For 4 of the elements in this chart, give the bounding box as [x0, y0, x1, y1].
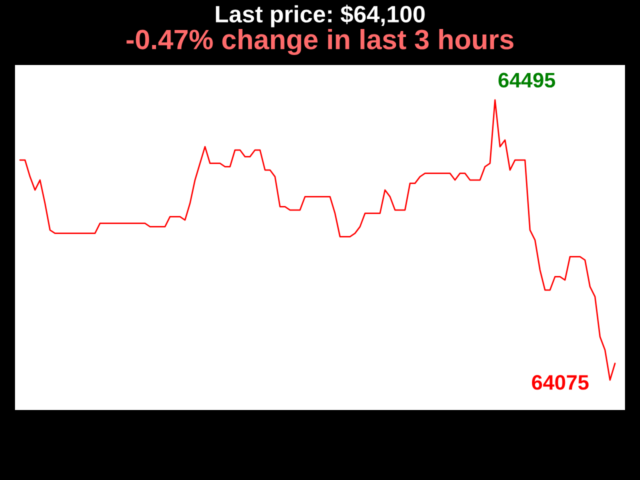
data-label: 64495: [498, 72, 556, 88]
data-label: 64075: [532, 375, 589, 390]
chart-title: Last price: $64,100: [216, 4, 425, 28]
chart-subtitle: -0.47% change in last 3 hours: [126, 28, 514, 56]
